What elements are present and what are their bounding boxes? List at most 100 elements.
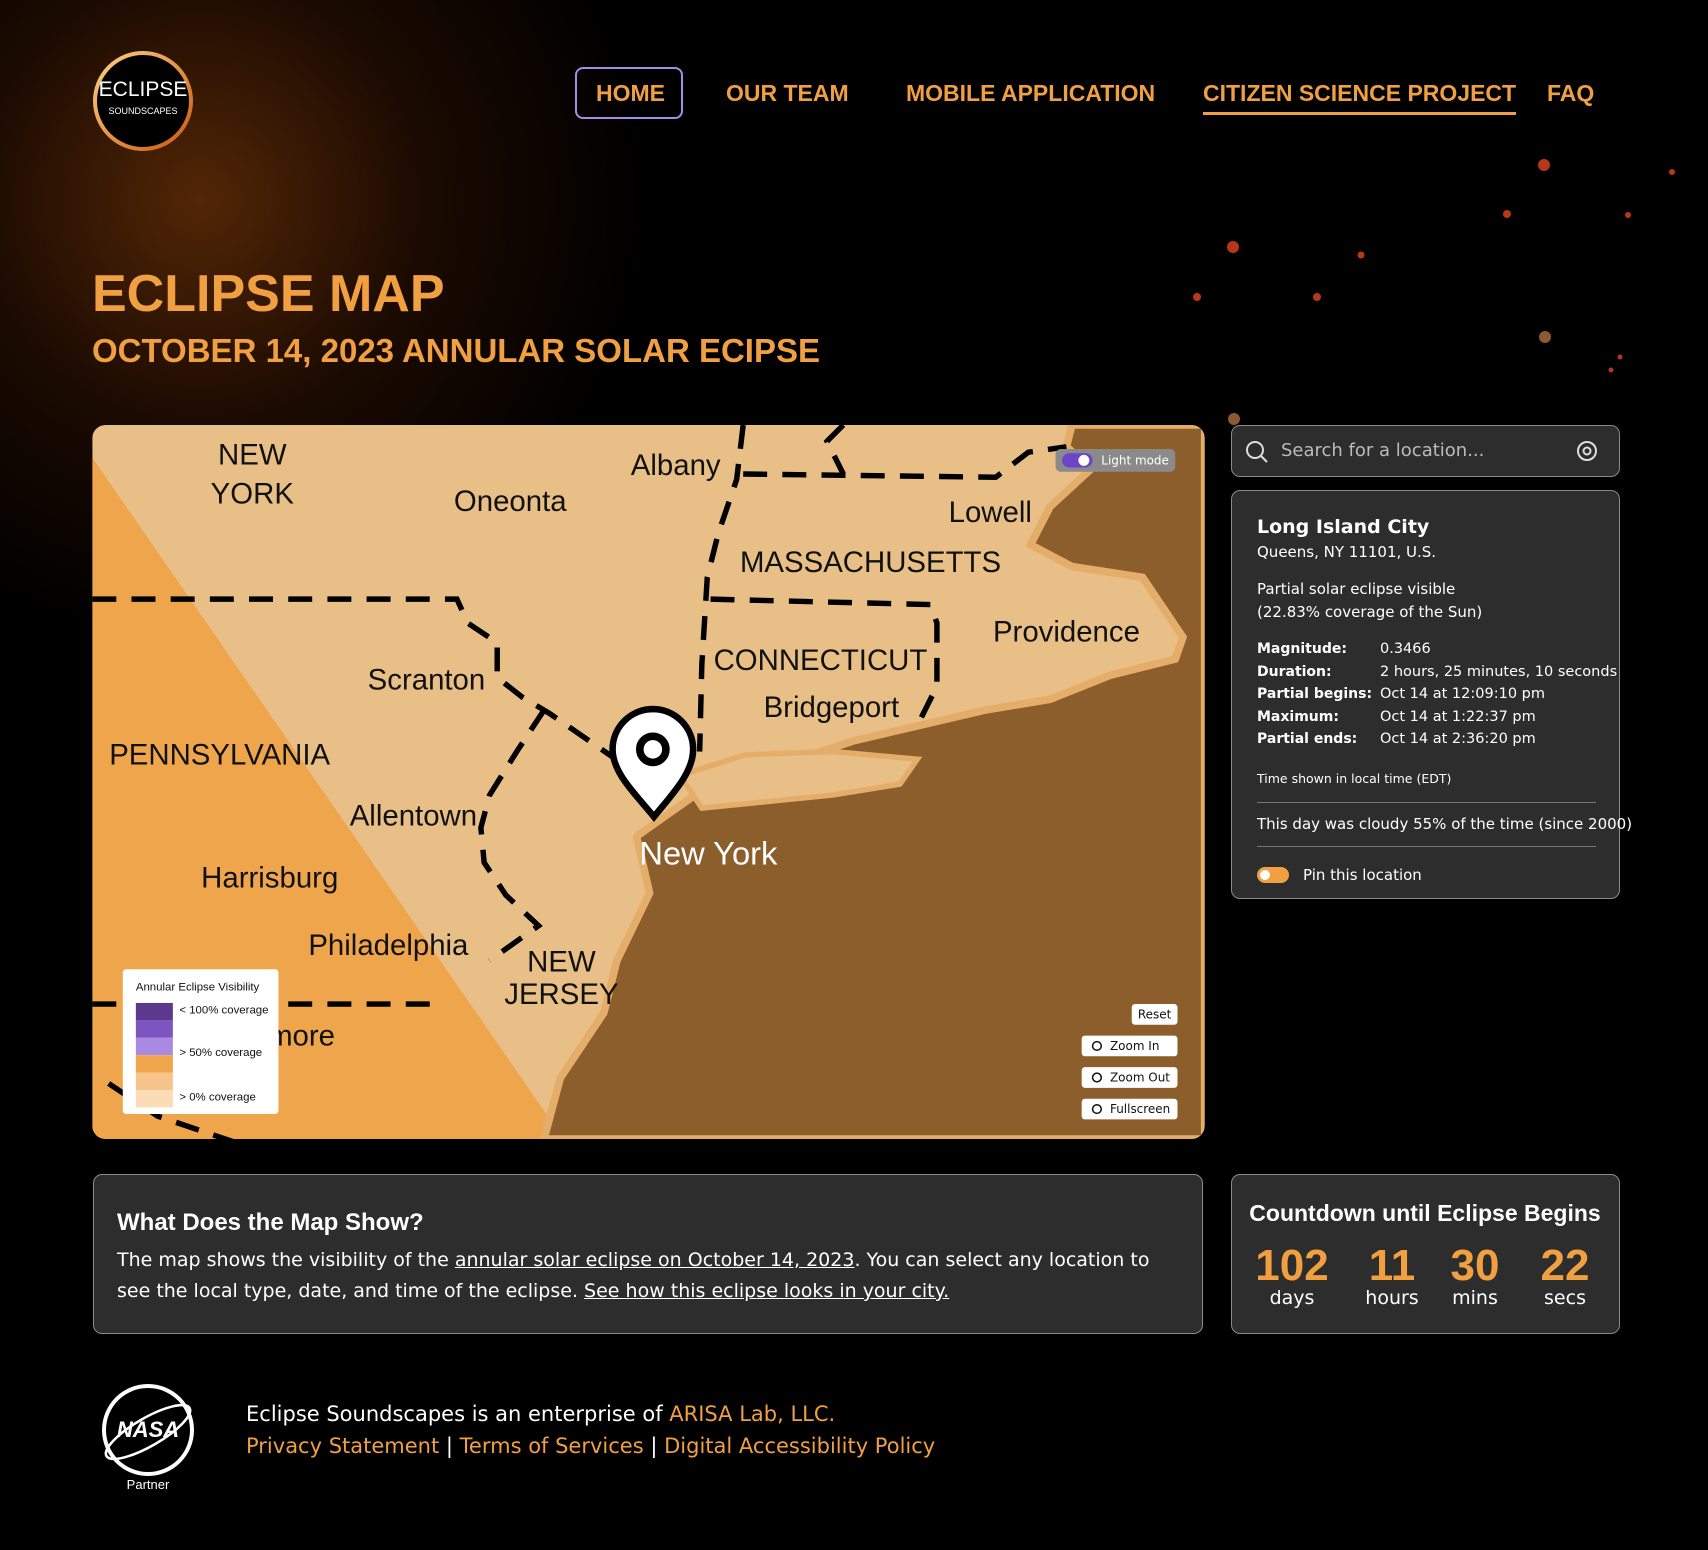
toggle-label: Light mode <box>1101 453 1169 467</box>
divider <box>1257 846 1596 847</box>
search-placeholder: Search for a location... <box>1281 440 1485 461</box>
nav-link[interactable]: MOBILE APPLICATION <box>906 80 1156 106</box>
link[interactable]: annular solar eclipse on October 14, 202… <box>454 1249 855 1271</box>
info-text: The map shows the visibility of the annu… <box>117 1245 1162 1307</box>
control-icon <box>1091 1072 1103 1083</box>
pin-label: New York <box>639 835 778 872</box>
countdown-value: 30 <box>1450 1241 1500 1290</box>
map-label: Scranton <box>368 664 486 697</box>
info-title: What Does the Map Show? <box>117 1209 424 1236</box>
footer-links: Privacy Statement | Terms of Services | … <box>246 1434 935 1458</box>
detail-label: Duration: <box>1257 663 1332 680</box>
detail-label: Partial ends: <box>1257 731 1358 747</box>
map-label: NEW <box>527 946 596 979</box>
map-control[interactable]: Zoom Out <box>1081 1067 1178 1088</box>
info-card: What Does the Map Show? The map shows th… <box>93 1174 1203 1334</box>
partner-name: NASA <box>117 1417 179 1442</box>
control-bg <box>1081 1067 1178 1088</box>
map-island <box>605 805 639 855</box>
link[interactable]: See how this eclipse looks in your city. <box>584 1280 950 1302</box>
control-label: Fullscreen <box>1110 1102 1170 1116</box>
page-subtitle: OCTOBER 14, 2023 ANNULAR SOLAR ECIPSE <box>92 332 820 369</box>
map-legend: Annular Eclipse Visibility < 100% covera… <box>122 969 279 1114</box>
detail-value: Oct 14 at 12:09:10 pm <box>1380 686 1545 702</box>
control-label: Reset <box>1138 1007 1172 1021</box>
countdown-unit: hours <box>1365 1287 1419 1309</box>
logo[interactable]: ECLIPSE SOUNDSCAPES <box>90 48 196 154</box>
map-island <box>675 748 923 811</box>
countdown-card: Countdown until Eclipse Begins 102 days 11… <box>1231 1174 1620 1334</box>
detail-value: Oct 14 at 2:36:20 pm <box>1380 731 1536 747</box>
legend-item: < 100% coverage <box>179 1005 268 1017</box>
logo-title: ECLIPSE <box>99 78 188 101</box>
map-label: Harrisburg <box>201 862 338 895</box>
map-label: Lowell <box>949 496 1032 529</box>
control-icon <box>1091 1103 1103 1115</box>
control-bg <box>1131 1004 1178 1025</box>
map-label: CONNECTICUT <box>714 644 928 677</box>
map-label: JERSEY <box>504 978 618 1011</box>
countdown-unit: secs <box>1544 1287 1586 1309</box>
link[interactable]: Privacy Statement <box>246 1434 440 1458</box>
pin-center <box>635 732 670 767</box>
link[interactable]: Terms of Services <box>459 1434 644 1458</box>
nav-link[interactable]: OUR TEAM <box>726 80 849 106</box>
detail-label: Partial begins: <box>1257 686 1373 702</box>
map-label: Albany <box>631 449 721 482</box>
map-control[interactable]: Zoom In <box>1081 1035 1178 1057</box>
locate-icon[interactable] <box>1575 439 1599 463</box>
countdown-value: 102 <box>1255 1241 1329 1290</box>
separator: | <box>445 1434 453 1458</box>
search-box[interactable]: Search for a location... <box>1231 425 1620 477</box>
footer-line: Eclipse Soundscapes is an enterprise of … <box>246 1402 835 1426</box>
map-label: Oneonta <box>454 485 567 518</box>
text: . You can select any location to see the… <box>117 1249 1150 1302</box>
nav-link[interactable]: HOME <box>596 80 665 106</box>
map-borders <box>92 425 1067 1139</box>
control-label: Zoom Out <box>1110 1071 1170 1085</box>
decor-dots <box>1193 159 1675 425</box>
nav-active-box <box>575 67 683 119</box>
link[interactable]: Digital Accessibility Policy <box>664 1434 936 1458</box>
map-label: Providence <box>993 616 1140 649</box>
logo-ring <box>93 51 193 151</box>
map-label: YORK <box>211 478 295 511</box>
countdown-unit: mins <box>1452 1287 1498 1309</box>
map-label: Bridgeport <box>764 691 900 724</box>
countdown-value: 22 <box>1540 1241 1590 1290</box>
map-label: NEW <box>218 438 287 471</box>
detail-value: 2 hours, 25 minutes, 10 seconds <box>1380 663 1618 680</box>
visibility-text: Partial solar eclipse visible <box>1257 580 1456 598</box>
separator: | <box>650 1434 658 1458</box>
map-control[interactable]: Fullscreen <box>1081 1098 1178 1120</box>
legend-title: Annular Eclipse Visibility <box>136 982 260 994</box>
search-icon <box>1246 441 1268 463</box>
nav-link[interactable]: CITIZEN SCIENCE PROJECT <box>1203 80 1517 115</box>
legend-item: > 50% coverage <box>179 1047 262 1059</box>
partner-caption: Partner <box>127 1477 170 1492</box>
control-bg <box>1081 1098 1178 1120</box>
map-control[interactable]: Reset <box>1131 1004 1178 1025</box>
control-icon <box>1091 1040 1103 1052</box>
weather-text: This day was cloudy 55% of the time (sin… <box>1257 815 1633 833</box>
countdown-unit: days <box>1269 1287 1315 1309</box>
control-bg <box>1081 1035 1178 1057</box>
legend-item: > 0% coverage <box>179 1092 255 1104</box>
detail-label: Magnitude: <box>1257 641 1347 657</box>
logo-subtitle: SOUNDSCAPES <box>108 106 177 116</box>
page-title: ECLIPSE MAP <box>92 265 445 323</box>
location-name: Long Island City <box>1257 516 1430 538</box>
nav-link[interactable]: FAQ <box>1547 80 1595 106</box>
eclipse-map[interactable]: NEW YORK Oneonta Albany Lowell MASSACHUSETTS P… <box>92 425 1205 1139</box>
partner-logo: NASA Partner <box>102 1384 194 1492</box>
map-label: MASSACHUSETTS <box>740 546 1001 579</box>
link[interactable]: ARISA Lab, LLC. <box>669 1402 836 1426</box>
map-label: Philadelphia <box>308 929 469 962</box>
map-label: Allentown <box>350 800 477 833</box>
countdown-value: 11 <box>1368 1241 1416 1290</box>
mode-toggle[interactable]: Light mode <box>1055 448 1176 472</box>
pin-toggle[interactable] <box>1257 867 1289 883</box>
detail-label: Maximum: <box>1257 708 1339 725</box>
